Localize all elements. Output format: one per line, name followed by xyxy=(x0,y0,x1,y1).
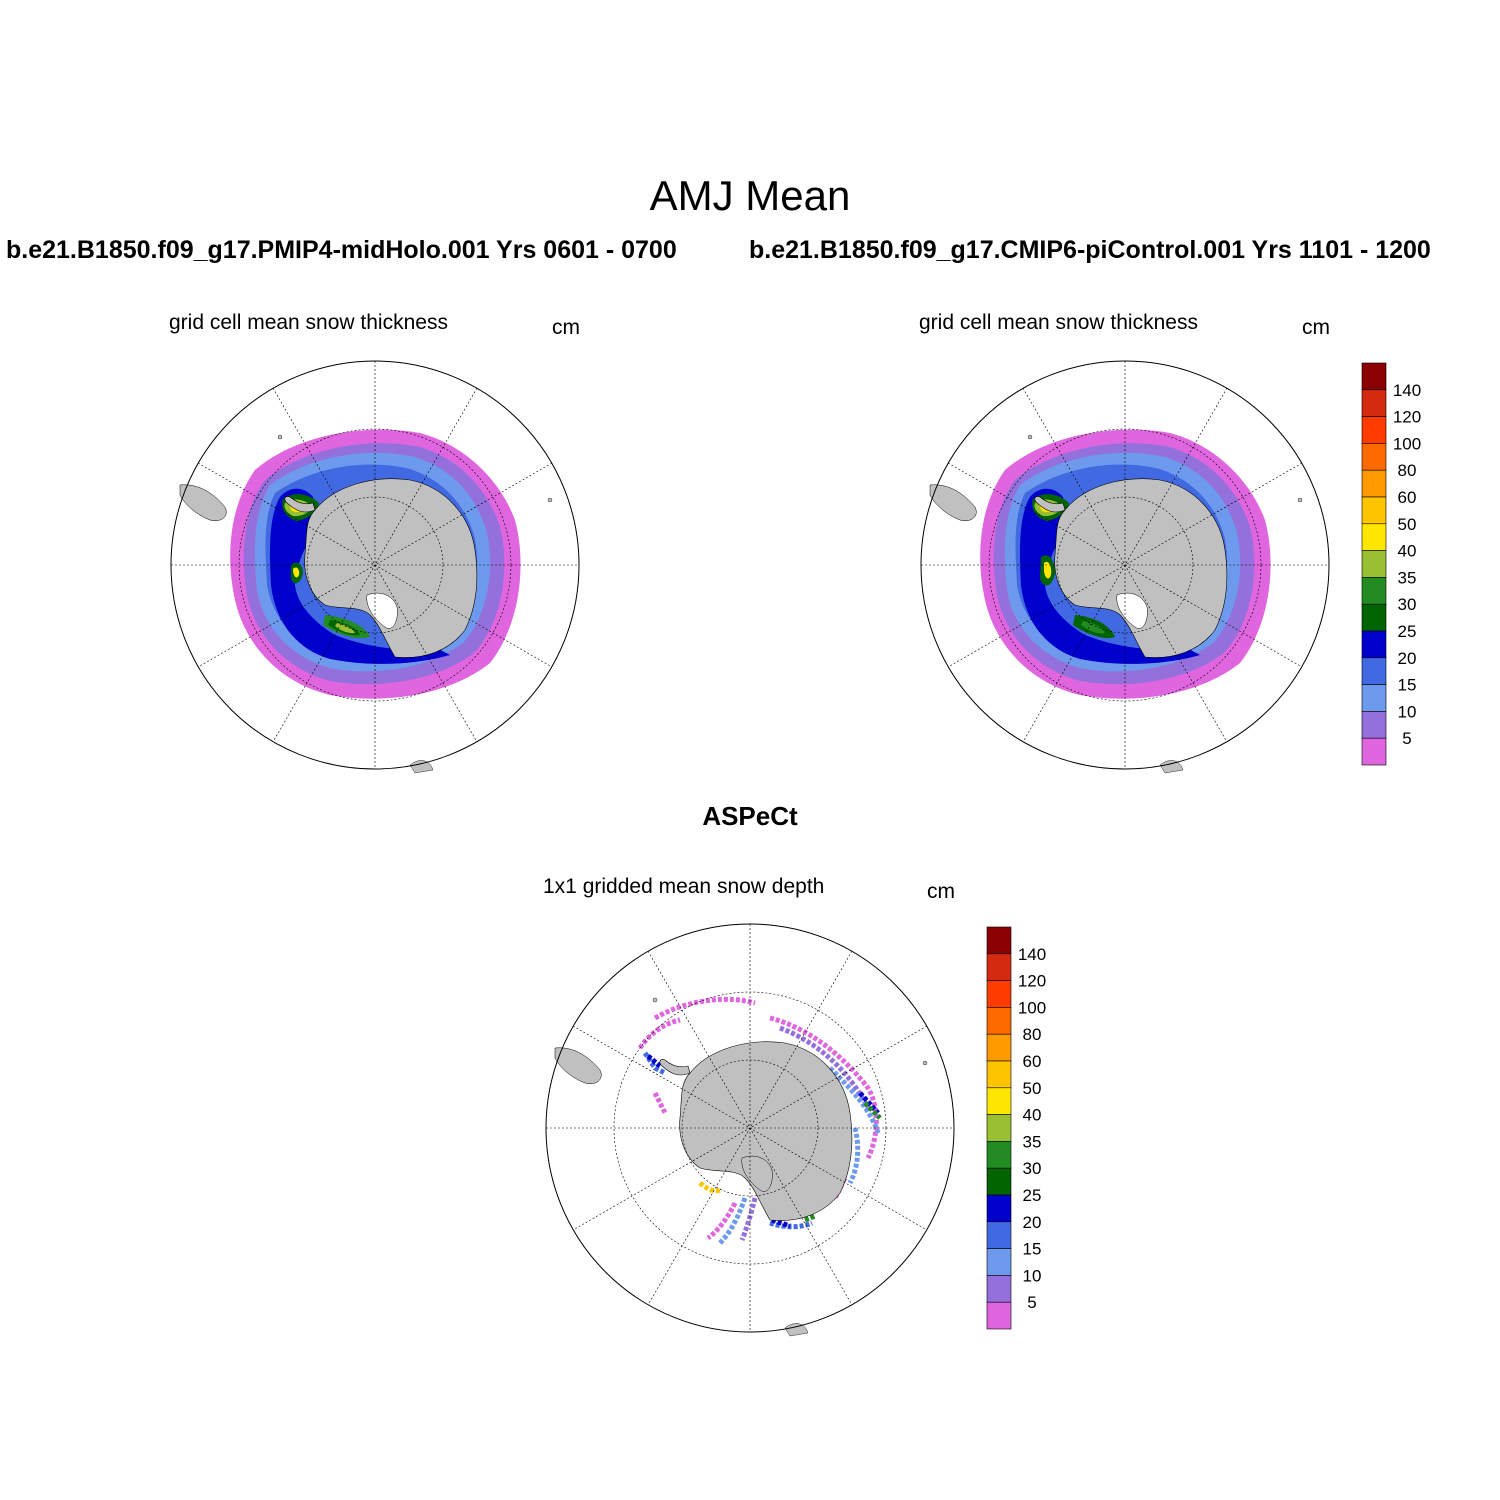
colorbar-box xyxy=(986,1114,1012,1142)
colorbar-tick-label: 10 xyxy=(1023,1266,1042,1285)
colorbar-tick-label: 30 xyxy=(1398,595,1417,614)
colorbar-tick-label: 5 xyxy=(1027,1293,1036,1312)
antarctica-landmass xyxy=(1054,478,1228,658)
graticule xyxy=(921,361,1329,769)
colorbar-box xyxy=(986,1194,1012,1223)
panel-right-case-title: b.e21.B1850.f09_g17.CMIP6-piControl.001 … xyxy=(749,236,1431,264)
ross-ice-shelf xyxy=(741,1155,773,1192)
map-boundary xyxy=(920,360,1330,770)
ross-ice-shelf xyxy=(366,592,398,629)
colorbar-box xyxy=(1361,496,1387,525)
colorbar-box xyxy=(1361,362,1387,391)
colorbar-tick-label: 30 xyxy=(1023,1159,1042,1178)
colorbar-box xyxy=(986,1060,1012,1089)
panel-left-case-title: b.e21.B1850.f09_g17.PMIP4-midHolo.001 Yr… xyxy=(6,236,677,264)
panel-right-units-label: cm xyxy=(1302,316,1330,339)
south-america-tip xyxy=(554,1047,602,1084)
graticule xyxy=(171,361,579,769)
colorbar-tick-label: 35 xyxy=(1398,568,1417,587)
colorbar-tick-label: 140 xyxy=(1018,945,1046,964)
colorbar-box xyxy=(986,953,1012,981)
colorbar-box xyxy=(986,1275,1012,1303)
colorbar-top: 140 120 100 80 60 50 40 35 30 25 20 15 10 5 xyxy=(1361,362,1422,766)
panel-right-variable-label: grid cell mean snow thickness xyxy=(919,311,1198,334)
colorbar-tick-label: 60 xyxy=(1398,488,1417,507)
colorbar-tick-label: 100 xyxy=(1018,998,1046,1017)
antarctica-landmass xyxy=(679,1041,853,1221)
colorbar-tick-label: 10 xyxy=(1398,702,1417,721)
graticule xyxy=(546,924,954,1332)
panel-bottom-title: ASPeCt xyxy=(702,801,798,831)
colorbar-tick-label: 120 xyxy=(1018,972,1046,991)
colorbar-box xyxy=(986,1033,1012,1062)
antarctic-peninsula xyxy=(284,496,316,513)
figure-title: AMJ Mean xyxy=(649,172,851,219)
panel-left-variable-label: grid cell mean snow thickness xyxy=(169,311,448,334)
colorbar-box xyxy=(1361,577,1387,605)
colorbar-tick-label: 25 xyxy=(1023,1186,1042,1205)
colorbar-box xyxy=(1361,469,1387,498)
colorbar-box xyxy=(986,1167,1012,1196)
colorbar-box xyxy=(1361,416,1387,444)
antarctica-landmass xyxy=(304,478,478,658)
colorbar-tick-label: 15 xyxy=(1398,676,1417,695)
colorbar-tick-label: 50 xyxy=(1398,515,1417,534)
panel-bottom-polar-map xyxy=(545,923,955,1337)
colorbar-box xyxy=(1361,630,1387,659)
colorbar-tick-label: 140 xyxy=(1393,381,1421,400)
colorbar-box xyxy=(986,1087,1012,1115)
colorbar-box xyxy=(1361,657,1387,685)
panel-right-polar-map xyxy=(920,360,1330,774)
colorbar-box xyxy=(986,1301,1012,1330)
antarctic-peninsula xyxy=(659,1059,691,1076)
colorbar-tick-label: 20 xyxy=(1023,1213,1042,1232)
colorbar-tick-label: 50 xyxy=(1023,1079,1042,1098)
map-boundary xyxy=(545,923,955,1333)
colorbar-tick-label: 40 xyxy=(1023,1106,1042,1125)
colorbar-tick-label: 80 xyxy=(1023,1025,1042,1044)
panel-left-polar-map xyxy=(170,360,580,774)
panel-left-units-label: cm xyxy=(552,316,580,339)
colorbar-box xyxy=(1361,603,1387,632)
colorbar-tick-label: 120 xyxy=(1393,408,1421,427)
colorbar-tick-label: 80 xyxy=(1398,461,1417,480)
south-america-tip xyxy=(179,484,227,521)
colorbar-box xyxy=(986,1007,1012,1035)
antarctic-peninsula xyxy=(1034,496,1066,513)
colorbar-box xyxy=(986,1248,1012,1276)
map-boundary xyxy=(170,360,580,770)
colorbar-tick-label: 15 xyxy=(1023,1240,1042,1259)
colorbar-tick-label: 25 xyxy=(1398,622,1417,641)
colorbar-box xyxy=(1361,550,1387,578)
colorbar-box xyxy=(1361,711,1387,739)
panel-bottom-units-label: cm xyxy=(927,880,955,903)
colorbar-box xyxy=(1361,523,1387,551)
ross-ice-shelf xyxy=(1116,592,1148,629)
colorbar-box xyxy=(1361,684,1387,712)
colorbar-box xyxy=(1361,737,1387,766)
panel-bottom-variable-label: 1x1 gridded mean snow depth xyxy=(543,875,825,898)
colorbar-box xyxy=(986,926,1012,955)
south-america-tip xyxy=(929,484,977,521)
colorbar-tick-label: 5 xyxy=(1402,729,1411,748)
colorbar-box xyxy=(1361,443,1387,471)
colorbar-box xyxy=(986,1141,1012,1169)
colorbar-box xyxy=(986,1221,1012,1249)
colorbar-tick-label: 60 xyxy=(1023,1052,1042,1071)
colorbar-tick-label: 40 xyxy=(1398,542,1417,561)
colorbar-tick-label: 35 xyxy=(1023,1132,1042,1151)
colorbar-box xyxy=(1361,389,1387,417)
colorbar-tick-label: 20 xyxy=(1398,649,1417,668)
colorbar-bottom: 140 120 100 80 60 50 40 35 30 25 20 15 10 5 xyxy=(986,926,1047,1330)
colorbar-tick-label: 100 xyxy=(1393,434,1421,453)
colorbar-box xyxy=(986,980,1012,1008)
